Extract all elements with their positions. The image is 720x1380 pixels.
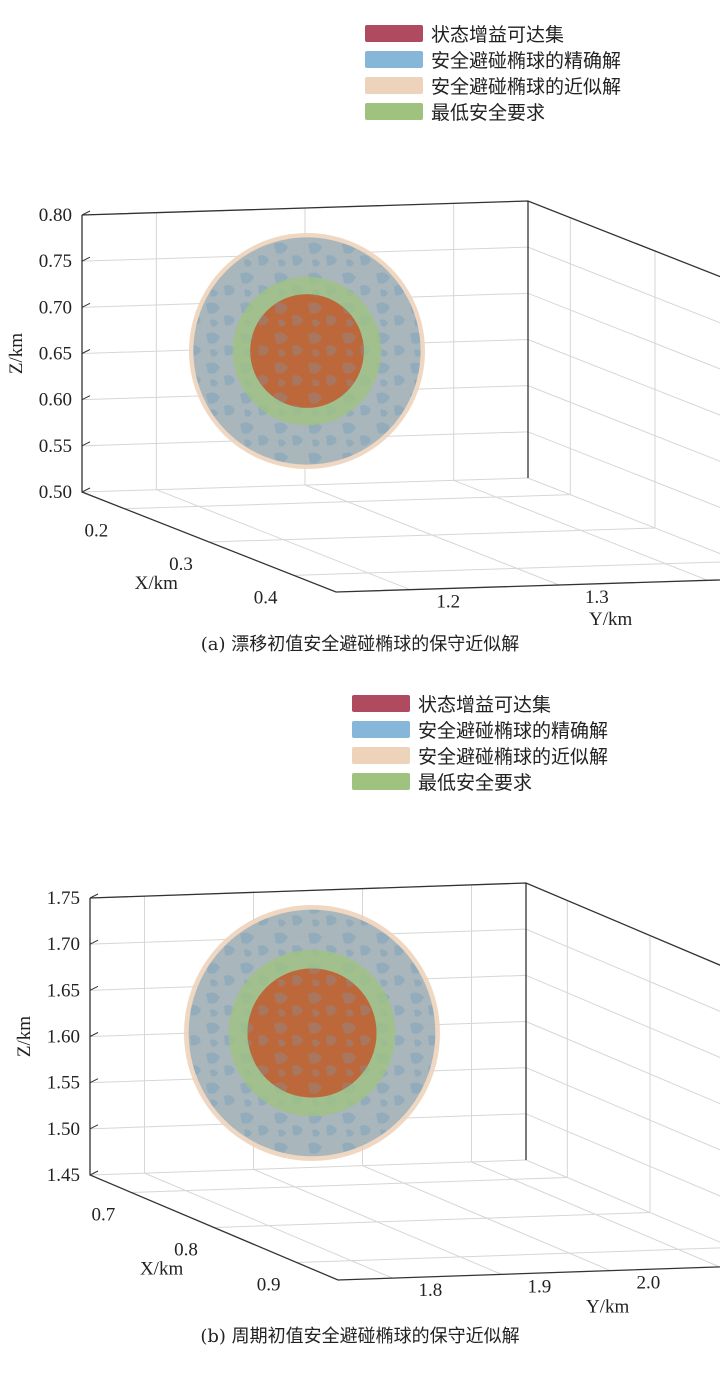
x-tick-label: 0.7 (91, 1205, 115, 1226)
z-tick (81, 395, 91, 401)
z-tick (89, 1032, 99, 1037)
z-tick (89, 1078, 99, 1084)
gridline (155, 212, 411, 591)
y-tick-label: 1.9 (528, 1276, 552, 1297)
legend-item: 安全避碰椭球的近似解 (365, 72, 621, 98)
z-tick (89, 939, 99, 945)
legend-label: 安全避碰椭球的精确解 (418, 719, 609, 742)
legend-label: 状态增益可达集 (418, 693, 552, 716)
legend-swatch (365, 76, 423, 94)
y-tick-label: 1.2 (436, 592, 460, 613)
z-axis-label: Z/km (14, 1016, 35, 1057)
y-tick-label: 1.3 (585, 587, 609, 608)
gridline (124, 217, 571, 510)
chart-a-plot: 0.50 0.55 0.60 0.65 0.70 0.75 0.80 0.2 0.3 0.4 1.2… (6, 200, 720, 630)
z-tick (81, 441, 91, 447)
x-tick-label: 0.9 (257, 1275, 281, 1296)
z-tick (89, 1124, 99, 1130)
gridline (144, 896, 393, 1279)
ellipsoid-texture (247, 968, 377, 1098)
z-axis-label: Z/km (6, 333, 27, 374)
z-tick-label: 0.55 (39, 436, 72, 457)
x-axis-label: X/km (140, 1258, 184, 1279)
gridline (293, 561, 720, 576)
panel-b: 1.45 1.50 1.55 1.60 1.65 1.70 1.75 0.7 0.8 0.9 1.8… (0, 690, 720, 1380)
y-tick-label: 2.0 (637, 1273, 661, 1294)
z-tick-label: 0.75 (39, 251, 72, 272)
y-tick-label: 1.8 (419, 1280, 443, 1301)
legend-swatch (365, 24, 423, 42)
caption-b: (b) 周期初值安全避碰椭球的保守近似解 (200, 1326, 520, 1347)
gridline (471, 884, 720, 1268)
z-tick (81, 210, 91, 216)
legend-item: 最低安全要求 (365, 98, 621, 124)
z-tick-label: 0.60 (39, 390, 72, 411)
legend-label: 最低安全要求 (431, 101, 546, 124)
z-tick-label: 1.45 (47, 1165, 80, 1186)
legend-swatch (365, 50, 423, 68)
z-tick-label: 0.65 (39, 344, 72, 365)
legend-swatch (365, 102, 423, 120)
x-axis-label: X/km (135, 573, 179, 594)
legend-a: 状态增益可达集 安全避碰椭球的精确解 安全避碰椭球的近似解 最低安全要求 (365, 20, 621, 124)
gridline (213, 935, 651, 1228)
caption-a: (a) 漂移初值安全避碰椭球的保守近似解 (200, 634, 520, 655)
z-tick-label: 1.65 (47, 980, 80, 1001)
legend-label: 安全避碰椭球的近似解 (418, 745, 609, 768)
ellipsoids (189, 233, 425, 469)
z-tick (81, 349, 91, 354)
x-tick-label: 0.8 (174, 1240, 198, 1261)
z-tick-label: 1.55 (47, 1073, 80, 1094)
gridline (208, 251, 656, 543)
z-tick (89, 893, 99, 899)
legend-item: 安全避碰椭球的精确解 (352, 716, 608, 742)
y-axis-label: Y/km (589, 609, 633, 630)
z-tick-label: 0.80 (39, 205, 72, 226)
gridline (453, 203, 708, 581)
x-tick-label: 0.4 (254, 587, 278, 608)
ellipsoid-texture (250, 294, 364, 408)
legend-label: 安全避碰椭球的精确解 (431, 49, 622, 72)
z-tick (81, 256, 91, 262)
cube-edge (81, 200, 720, 278)
z-tick-label: 1.60 (47, 1027, 80, 1048)
legend-b: 状态增益可达集 安全避碰椭球的精确解 安全避碰椭球的近似解 最低安全要求 (352, 690, 608, 794)
z-tick (81, 302, 91, 308)
legend-label: 安全避碰椭球的近似解 (431, 75, 622, 98)
chart-b-plot: 1.45 1.50 1.55 1.60 1.65 1.70 1.75 0.7 0.8 0.9 1.8… (14, 882, 720, 1318)
ellipsoids (184, 905, 440, 1161)
legend-item: 状态增益可达集 (352, 690, 608, 716)
panel-a: 0.50 0.55 0.60 0.65 0.70 0.75 0.80 0.2 0.3 0.4 1.2… (6, 20, 720, 655)
legend-item: 状态增益可达集 (365, 20, 621, 46)
z-tick (81, 487, 91, 493)
legend-swatch (352, 694, 410, 712)
gridline (131, 900, 568, 1193)
legend-item: 安全避碰椭球的近似解 (352, 742, 608, 768)
z-tick (89, 985, 99, 991)
legend-label: 最低安全要求 (418, 771, 533, 794)
z-tick (89, 1170, 99, 1176)
legend-item: 安全避碰椭球的精确解 (365, 46, 621, 72)
tick-labels: 1.45 1.50 1.55 1.60 1.65 1.70 1.75 0.7 0.8 0.9 1.8… (47, 888, 661, 1301)
gridline (296, 1247, 720, 1263)
legend-item: 最低安全要求 (352, 768, 608, 794)
z-tick-label: 1.50 (47, 1119, 80, 1140)
x-tick-label: 0.2 (84, 521, 108, 542)
x-tick-label: 0.3 (169, 554, 193, 575)
tick-labels: 0.50 0.55 0.60 0.65 0.70 0.75 0.80 0.2 0.3 0.4 1.2… (39, 205, 609, 613)
legend-swatch (352, 746, 410, 764)
z-tick-label: 0.50 (39, 482, 72, 503)
cube-edge (89, 882, 720, 966)
z-tick-label: 1.75 (47, 888, 80, 909)
legend-label: 状态增益可达集 (431, 23, 565, 46)
z-tick-label: 0.70 (39, 297, 72, 318)
legend-swatch (352, 772, 410, 790)
gridline (89, 1113, 720, 1197)
z-tick-label: 1.70 (47, 934, 80, 955)
legend-swatch (352, 720, 410, 738)
y-axis-label: Y/km (586, 1297, 630, 1318)
